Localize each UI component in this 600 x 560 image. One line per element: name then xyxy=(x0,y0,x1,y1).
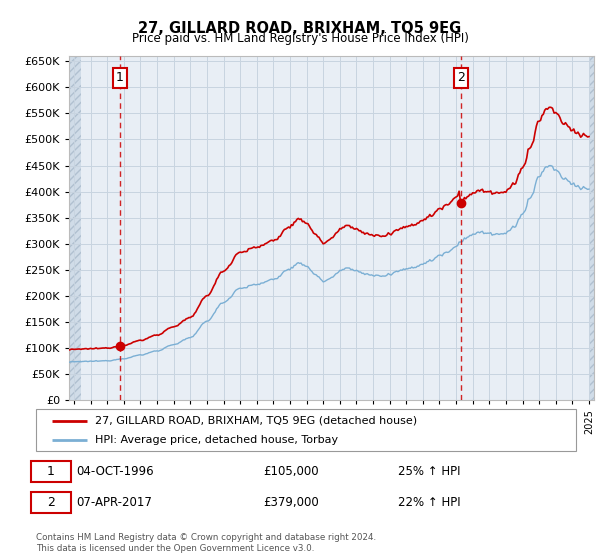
Text: Contains HM Land Registry data © Crown copyright and database right 2024.
This d: Contains HM Land Registry data © Crown c… xyxy=(36,533,376,553)
Text: 04-OCT-1996: 04-OCT-1996 xyxy=(77,465,154,478)
Text: 27, GILLARD ROAD, BRIXHAM, TQ5 9EG (detached house): 27, GILLARD ROAD, BRIXHAM, TQ5 9EG (deta… xyxy=(95,416,418,426)
Text: 1: 1 xyxy=(47,465,55,478)
Text: 27, GILLARD ROAD, BRIXHAM, TQ5 9EG: 27, GILLARD ROAD, BRIXHAM, TQ5 9EG xyxy=(139,21,461,36)
Text: 2: 2 xyxy=(47,496,55,509)
Text: Price paid vs. HM Land Registry's House Price Index (HPI): Price paid vs. HM Land Registry's House … xyxy=(131,32,469,45)
Text: £105,000: £105,000 xyxy=(263,465,319,478)
Text: 25% ↑ HPI: 25% ↑ HPI xyxy=(398,465,460,478)
Bar xyxy=(589,56,594,400)
Text: 22% ↑ HPI: 22% ↑ HPI xyxy=(398,496,460,509)
FancyBboxPatch shape xyxy=(36,409,576,451)
Bar xyxy=(69,56,81,400)
FancyBboxPatch shape xyxy=(31,461,71,482)
Text: 07-APR-2017: 07-APR-2017 xyxy=(77,496,152,509)
Text: 1: 1 xyxy=(116,72,124,85)
Text: £379,000: £379,000 xyxy=(263,496,319,509)
Text: 2: 2 xyxy=(457,72,464,85)
FancyBboxPatch shape xyxy=(31,492,71,513)
Text: HPI: Average price, detached house, Torbay: HPI: Average price, detached house, Torb… xyxy=(95,435,338,445)
